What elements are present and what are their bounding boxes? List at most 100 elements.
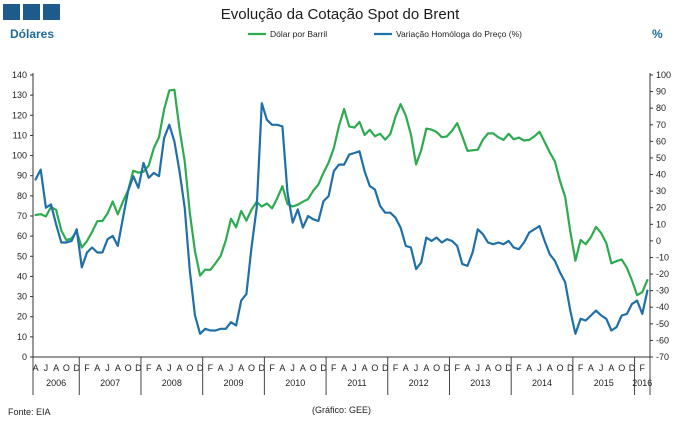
x-year-label: 2011 (347, 378, 366, 388)
y-left-tick-label: 130 (12, 90, 27, 100)
x-month-label: O (495, 363, 502, 373)
x-year-label: 2007 (100, 378, 120, 388)
y-left-tick-label: 140 (12, 70, 27, 80)
x-month-label: O (371, 363, 378, 373)
x-month-label: F (393, 363, 399, 373)
y-right-tick-label: 40 (656, 170, 666, 180)
y-left-tick-label: 40 (17, 271, 27, 281)
x-month-label: O (618, 363, 625, 373)
x-month-label: A (464, 363, 470, 373)
y-axis-label-right: % (652, 27, 663, 41)
x-month-label: J (537, 363, 542, 373)
x-month-label: F (208, 363, 214, 373)
y-right-tick-label: 0 (656, 236, 661, 246)
x-month-label: A (238, 363, 244, 373)
y-left-tick-label: 120 (12, 110, 27, 120)
x-year-label: 2008 (162, 378, 182, 388)
y-right-tick-label: -20 (656, 269, 669, 279)
x-month-label: A (403, 363, 409, 373)
x-month-label: A (526, 363, 532, 373)
y-right-tick-label: 100 (656, 70, 671, 80)
legend-label: Variação Homóloga do Preço (%) (396, 29, 522, 39)
series-layer (34, 88, 649, 335)
y-right-tick-label: -30 (656, 286, 669, 296)
x-month-label: O (186, 363, 193, 373)
y-right-tick-label: 30 (656, 186, 666, 196)
legend: Dólar por Barril Variação Homóloga do Pre… (248, 29, 522, 39)
y-left-tick-label: 90 (17, 171, 27, 181)
chart-title: Evolução da Cotação Spot do Brent (220, 6, 460, 23)
y-right-tick-label: 20 (656, 203, 666, 213)
credit-note: (Gráfico: GEE) (312, 405, 372, 415)
x-year-label: 2010 (285, 378, 305, 388)
x-month-label: J (44, 363, 49, 373)
y-right-tick-label: 10 (656, 219, 666, 229)
x-month-label: J (167, 363, 172, 373)
y-right-tick-label: 50 (656, 153, 666, 163)
y-left-tick-label: 0 (22, 352, 27, 362)
x-year-label: 2012 (409, 378, 429, 388)
x-month-label: A (156, 363, 162, 373)
x-month-label: D (505, 363, 512, 373)
x-year-label: 2014 (532, 378, 552, 388)
y-left-tick-label: 10 (17, 332, 27, 342)
y-left-tick-label: 30 (17, 292, 27, 302)
x-month-label: A (362, 363, 368, 373)
y-axis-label-left: Dólares (10, 27, 55, 41)
y-right-tick-label: -40 (656, 302, 669, 312)
x-month-label: D (629, 363, 636, 373)
x-month-label: A (341, 363, 347, 373)
logo-square-1-icon (3, 4, 20, 20)
x-month-label: J (290, 363, 295, 373)
x-month-label: J (229, 363, 234, 373)
y-right-tick-label: 60 (656, 136, 666, 146)
y-left-tick-label: 100 (12, 151, 27, 161)
logo-square-3-icon (43, 4, 60, 20)
y-left-tick-label: 20 (17, 312, 27, 322)
x-month-label: A (33, 363, 39, 373)
x-month-label: F (269, 363, 275, 373)
y-right-tick-label: -10 (656, 252, 669, 262)
x-year-label: 2015 (594, 378, 614, 388)
x-month-label: D (567, 363, 574, 373)
x-month-label: J (352, 363, 357, 373)
x-month-label: A (588, 363, 594, 373)
x-month-label: F (640, 363, 646, 373)
x-month-label: A (547, 363, 553, 373)
x-month-label: F (516, 363, 522, 373)
x-year-label: 2009 (224, 378, 244, 388)
y-left-tick-label: 60 (17, 231, 27, 241)
y-left-tick-label: 80 (17, 191, 27, 201)
series-line-dollar-per-barrel (34, 88, 649, 297)
x-month-label: A (279, 363, 285, 373)
x-year-label: 2016 (632, 378, 652, 388)
axes: 0102030405060708090100110120130140-70-60… (12, 70, 671, 395)
y-right-tick-label: -60 (656, 335, 669, 345)
y-left-tick-label: 70 (17, 211, 27, 221)
logo-square-2-icon (23, 4, 40, 20)
x-month-label: J (599, 363, 604, 373)
x-month-label: A (177, 363, 183, 373)
x-year-label: 2006 (46, 378, 66, 388)
x-month-label: J (476, 363, 481, 373)
y-left-tick-label: 50 (17, 251, 27, 261)
y-left-tick-label: 110 (13, 130, 27, 140)
series-line-yoy-change (34, 102, 649, 335)
x-month-label: O (125, 363, 132, 373)
x-month-label: J (105, 363, 110, 373)
y-right-tick-label: -70 (656, 352, 669, 362)
x-month-label: A (423, 363, 429, 373)
x-month-label: F (578, 363, 584, 373)
x-month-label: F (331, 363, 337, 373)
y-right-tick-label: -50 (656, 319, 669, 329)
x-month-label: D (444, 363, 451, 373)
x-month-label: O (557, 363, 564, 373)
x-month-label: D (382, 363, 389, 373)
x-month-label: A (115, 363, 121, 373)
x-month-label: A (608, 363, 614, 373)
x-month-label: D (259, 363, 266, 373)
x-month-label: A (53, 363, 59, 373)
x-month-label: O (433, 363, 440, 373)
x-month-label: F (84, 363, 90, 373)
